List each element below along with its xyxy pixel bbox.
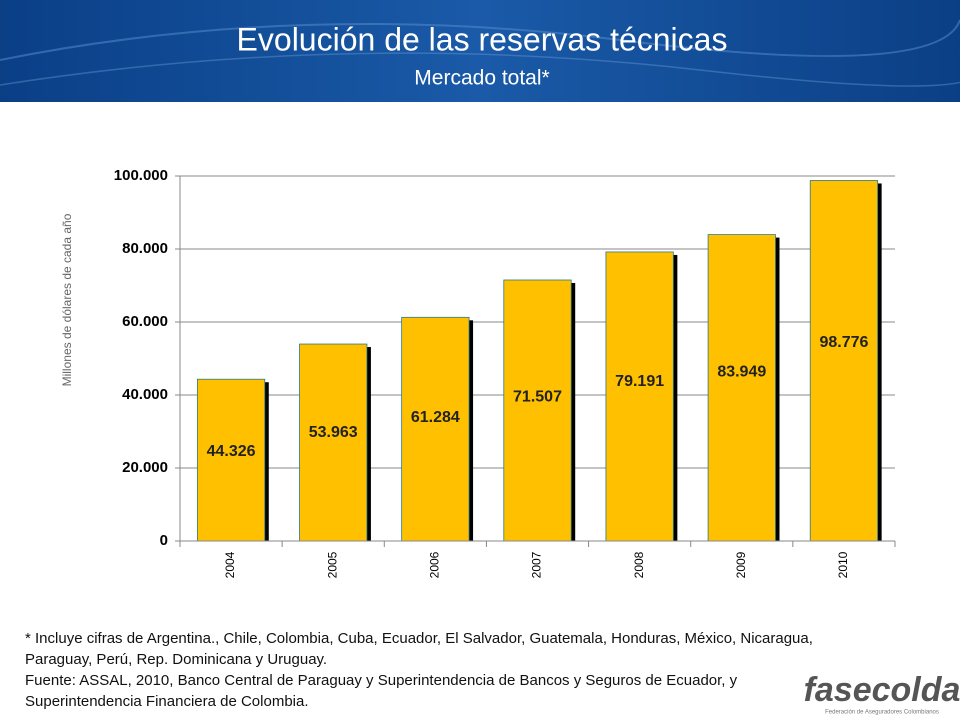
data-label: 44.326 — [207, 443, 256, 460]
bar — [196, 378, 266, 542]
y-axis-label: Millones de dólares de cada año — [60, 213, 74, 386]
logo-name: fasecolda — [804, 671, 960, 709]
x-tick-label: 2008 — [632, 551, 646, 578]
y-tick-label: 100.000 — [114, 167, 168, 184]
x-tick-label: 2004 — [223, 551, 237, 578]
bar — [605, 251, 674, 542]
data-label: 53.963 — [309, 424, 358, 441]
footnote-source: Fuente: ASSAL, 2010, Banco Central de Pa… — [25, 672, 738, 710]
header-swoosh — [0, 19, 960, 61]
bar — [707, 234, 776, 542]
y-tick-label: 20.000 — [122, 459, 168, 476]
data-label: 83.949 — [717, 364, 766, 381]
y-tick-label: 80.000 — [122, 240, 168, 257]
header-swoosh — [0, 50, 960, 87]
data-label: 61.284 — [411, 409, 460, 426]
x-tick-label: 2009 — [734, 551, 748, 578]
data-label: 71.507 — [513, 389, 562, 406]
logo-tagline: Federación de Aseguradores Colombianos — [825, 710, 939, 716]
header-band — [0, 0, 960, 102]
x-tick-label: 2005 — [325, 551, 339, 578]
bar — [503, 279, 572, 542]
bar — [299, 343, 368, 542]
x-tick-label: 2006 — [428, 551, 442, 578]
footnote-note: * Incluye cifras de Argentina., Chile, C… — [25, 630, 813, 668]
bar — [809, 180, 879, 542]
y-tick-label: 40.000 — [122, 386, 168, 403]
chart-title: Evolución de las reservas técnicas — [237, 21, 728, 57]
data-label: 79.191 — [615, 373, 664, 390]
bar — [401, 316, 470, 542]
y-tick-label: 60.000 — [122, 313, 168, 330]
footnote: * Incluye cifras de Argentina., Chile, C… — [25, 628, 855, 712]
x-tick-label: 2007 — [530, 551, 544, 578]
chart-subtitle: Mercado total* — [414, 67, 549, 90]
y-tick-label: 0 — [160, 532, 168, 549]
x-tick-label: 2010 — [836, 551, 850, 578]
data-label: 98.776 — [819, 334, 868, 351]
